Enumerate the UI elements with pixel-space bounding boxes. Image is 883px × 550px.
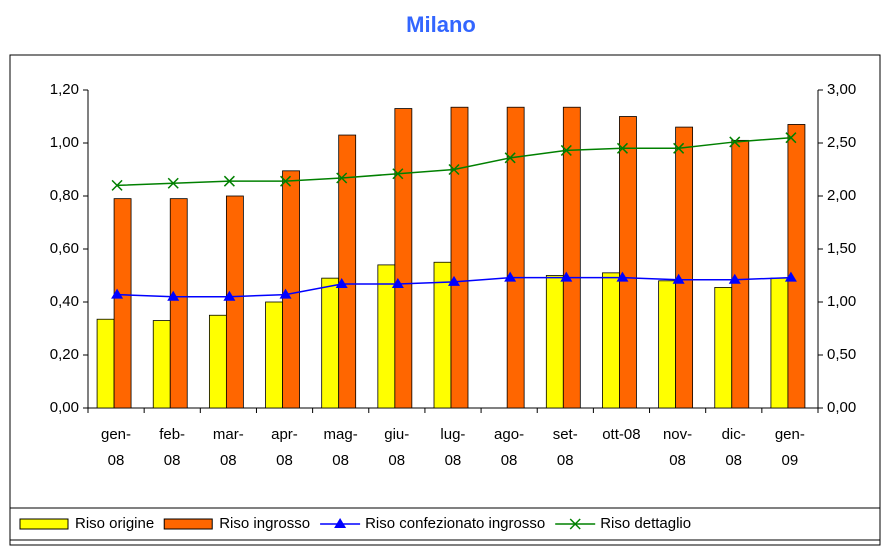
marker — [111, 179, 123, 191]
bar — [208, 314, 227, 409]
bar — [675, 126, 694, 409]
marker — [560, 271, 573, 282]
y-tick-label: 0,20 — [50, 346, 79, 363]
bar — [282, 170, 300, 409]
x-tick-label: ott-08 — [602, 426, 641, 443]
bar — [770, 277, 789, 409]
marker — [391, 277, 404, 288]
marker — [616, 271, 629, 282]
chart-frame — [9, 54, 881, 546]
marker — [504, 271, 517, 282]
legend-label: Riso confezionato ingrosso — [365, 515, 545, 532]
marker — [223, 175, 235, 187]
y-tick-label: 1,00 — [50, 134, 79, 151]
chart-title: Milano — [406, 12, 476, 37]
legend-label: Riso ingrosso — [219, 515, 310, 532]
marker — [448, 275, 460, 286]
y2-tick-label: 0,50 — [827, 346, 856, 363]
x-tick-label: set- 08 — [552, 426, 578, 469]
y2-tick-label: 0,00 — [827, 399, 856, 416]
x-tick-label: feb- 08 — [159, 426, 186, 469]
legend-swatch — [19, 518, 69, 530]
bar — [265, 301, 283, 409]
x-tick-label: apr- 08 — [271, 426, 298, 469]
bar — [506, 106, 525, 409]
marker — [672, 273, 685, 284]
x-tick-label: gen- 08 — [100, 426, 132, 469]
y-tick-label: 0,00 — [50, 399, 79, 416]
bar — [96, 318, 115, 409]
marker — [335, 277, 348, 288]
marker — [167, 177, 179, 189]
marker — [560, 144, 572, 156]
x-tick-label: ago- 08 — [494, 426, 525, 469]
legend-frame — [9, 507, 881, 541]
marker — [729, 136, 741, 148]
bar — [731, 139, 750, 409]
bar — [658, 280, 677, 409]
legend-marker — [569, 518, 581, 530]
x-tick-label: mar- 08 — [212, 426, 244, 469]
marker — [784, 271, 797, 282]
marker — [448, 163, 460, 176]
marker — [279, 288, 292, 299]
legend-swatch — [163, 518, 213, 530]
marker — [336, 172, 348, 184]
bar — [450, 106, 469, 409]
marker — [392, 168, 404, 180]
bar — [394, 108, 413, 409]
marker — [728, 273, 741, 284]
x-tick-label: nov- 08 — [662, 426, 693, 469]
bar — [321, 277, 340, 409]
bar — [433, 261, 452, 409]
x-tick-label: giu- 08 — [384, 426, 410, 469]
y2-tick-label: 3,00 — [827, 81, 856, 98]
legend-marker — [334, 518, 347, 528]
legend-label: Riso dettaglio — [600, 515, 691, 532]
bar — [338, 134, 357, 409]
marker — [111, 288, 124, 299]
marker — [280, 175, 292, 187]
y-tick-label: 1,20 — [50, 81, 79, 98]
x-tick-label: gen- 09 — [774, 426, 805, 469]
legend-label: Riso origine — [75, 515, 154, 532]
marker — [785, 132, 797, 144]
bar — [225, 195, 244, 409]
bar — [113, 198, 132, 409]
bar — [562, 106, 581, 409]
x-tick-label: lug- 08 — [440, 426, 466, 469]
y-tick-label: 0,40 — [50, 293, 79, 310]
y2-tick-label: 1,00 — [827, 293, 856, 310]
bar — [602, 272, 620, 409]
bar — [377, 264, 396, 409]
x-tick-label: mag- 08 — [323, 426, 358, 469]
bar — [545, 275, 564, 409]
y-tick-label: 0,80 — [50, 187, 79, 204]
y2-tick-label: 1,50 — [827, 240, 856, 257]
y2-tick-label: 2,50 — [827, 134, 856, 151]
y2-tick-label: 2,00 — [827, 187, 856, 204]
bar — [619, 116, 637, 409]
marker — [223, 290, 236, 301]
marker — [616, 142, 628, 154]
marker — [504, 152, 516, 164]
bar — [169, 198, 188, 409]
y-tick-label: 0,60 — [50, 240, 79, 257]
x-tick-label: dic- 08 — [721, 426, 746, 469]
bar — [714, 287, 733, 409]
marker — [167, 290, 180, 301]
marker — [673, 142, 685, 154]
bar — [152, 320, 171, 409]
bar — [787, 124, 806, 409]
